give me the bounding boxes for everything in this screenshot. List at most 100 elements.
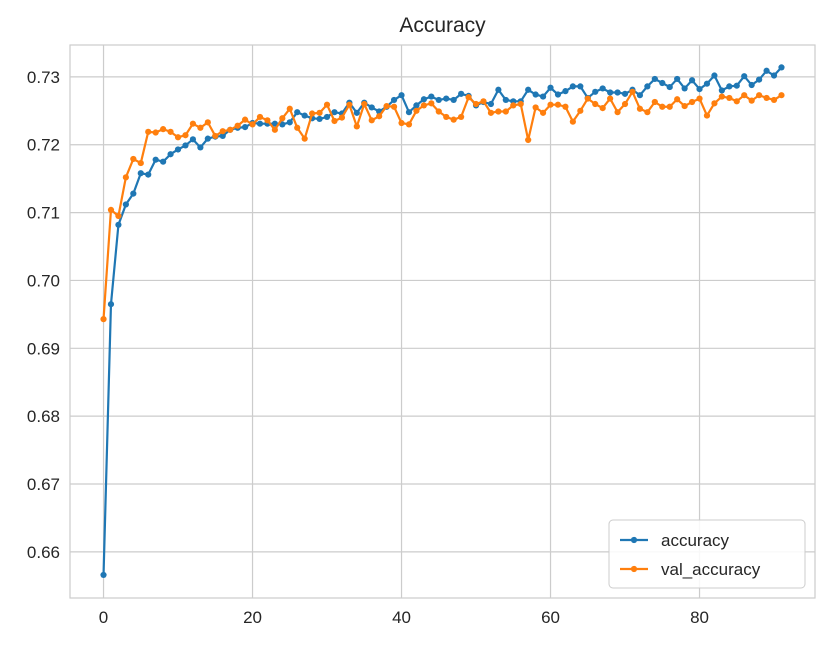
val_accuracy-data-point [644,109,651,116]
accuracy-data-point [688,77,696,84]
val_accuracy-data-point [577,107,584,114]
accuracy-data-point [547,84,554,91]
val_accuracy-data-point [279,115,286,122]
accuracy-data-point [100,571,107,579]
accuracy-data-point [659,79,666,87]
val_accuracy-data-point [182,132,189,139]
val_accuracy-data-point [398,119,405,127]
val_accuracy-data-point [241,116,249,123]
val_accuracy-data-point [271,126,278,133]
val_accuracy-data-point [227,126,234,133]
val_accuracy-data-point [346,101,353,108]
accuracy-data-point [741,73,748,80]
accuracy-legend-label: accuracy [661,531,730,550]
val_accuracy-legend-marker [630,565,638,573]
accuracy-data-point [443,95,450,102]
val_accuracy-data-point [733,98,740,105]
val_accuracy-data-point [688,98,696,106]
grid-lines [70,45,815,598]
accuracy-data-point [770,72,778,79]
val_accuracy-data-point [539,109,547,116]
val_accuracy-data-point [569,118,576,125]
val_accuracy-data-point [495,108,502,115]
accuracy-data-point [294,109,301,116]
val_accuracy-data-point [748,97,755,104]
val_accuracy-data-point [152,129,159,136]
val_accuracy-data-point [532,104,539,111]
val_accuracy-data-point [659,103,666,110]
val_accuracy-data-point [413,107,420,114]
val_accuracy-data-point [167,128,174,135]
y-tick-label: 0.73 [27,68,60,87]
val_accuracy-data-point [718,93,725,100]
accuracy-data-point [286,119,293,126]
accuracy-data-point [353,109,360,116]
accuracy-data-point [331,109,338,116]
val_accuracy-data-point [554,101,562,108]
val_accuracy-data-point [599,105,606,112]
accuracy-data-point [256,120,264,127]
accuracy-data-point [458,90,465,97]
val_accuracy-data-point [651,98,658,106]
axes-labels: 0 20 40 60 80 0.66 0.67 0.68 0.69 0.70 0.71 0.72 0.7… [27,68,709,627]
val_accuracy-data-point [756,92,763,99]
accuracy-data-point [428,93,435,100]
accuracy-data-point [681,85,688,92]
val_accuracy-data-point [763,94,770,102]
val_accuracy-data-point [361,100,368,108]
y-tick-label: 0.66 [27,543,60,562]
val_accuracy-data-point [681,102,688,110]
accuracy-data-point [718,87,725,94]
x-tick-label: 80 [690,608,709,627]
val_accuracy-data-point [592,100,599,108]
val_accuracy-data-point [174,134,182,141]
accuracy-data-point [748,81,755,89]
accuracy-data-point [778,64,785,71]
y-tick-label: 0.72 [27,136,60,155]
val_accuracy-data-point [517,100,524,108]
val_accuracy-data-point [614,109,621,116]
accuracy-data-point [182,142,189,149]
series-layer [100,64,785,579]
accuracy-data-point [726,83,733,90]
val_accuracy-data-point [122,174,129,181]
val_accuracy-data-point [212,132,219,140]
val_accuracy-data-point [487,109,495,116]
val_accuracy-data-point [428,100,435,107]
val_accuracy-data-point [197,124,204,131]
val_accuracy-data-point [741,92,748,99]
val_accuracy-data-point [502,108,509,115]
accuracy-data-point [763,67,770,74]
accuracy-data-point [301,112,308,119]
accuracy-data-point [420,96,427,103]
val_accuracy-data-point [703,112,711,119]
val_accuracy-data-point [204,119,211,126]
accuracy-data-point [651,75,658,83]
accuracy-data-point [137,170,144,177]
accuracy-data-point [733,82,740,89]
accuracy-data-point [487,100,495,108]
accuracy-data-point [323,113,331,121]
x-tick-label: 40 [392,608,411,627]
accuracy-data-point [152,156,159,163]
val_accuracy-data-point [107,206,115,213]
val_accuracy-data-point [666,103,673,110]
val_accuracy-data-point [256,113,264,121]
val_accuracy-data-point [607,95,614,102]
accuracy-data-point [577,83,584,90]
accuracy-data-point [241,124,249,131]
accuracy-data-point [502,96,509,104]
val_accuracy-data-point [472,100,480,108]
accuracy-data-point [122,201,129,208]
val_accuracy-data-point [145,128,152,135]
y-tick-label: 0.67 [27,475,60,494]
val_accuracy-data-point [353,123,360,130]
accuracy-data-point [450,96,457,104]
val_accuracy-data-point [249,121,256,128]
val_accuracy-data-point [219,128,226,135]
accuracy-data-point [614,89,621,96]
accuracy-data-point [674,75,681,83]
accuracy-data-point [189,136,197,143]
val_accuracy-data-point [525,136,532,144]
val_accuracy-data-point [711,100,718,107]
